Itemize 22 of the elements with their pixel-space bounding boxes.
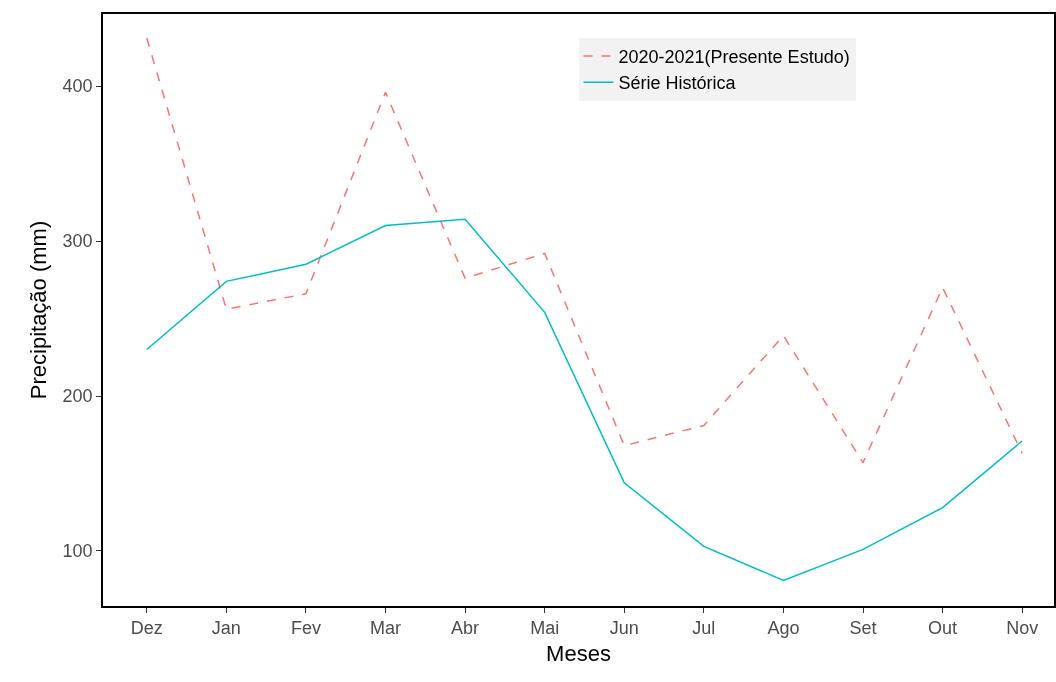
x-tick-label: Jan — [211, 618, 241, 639]
legend-label: Série Histórica — [618, 73, 737, 94]
x-tick-label: Jul — [692, 618, 716, 639]
x-tick-label: Ago — [767, 618, 800, 639]
x-tick-label: Jun — [609, 618, 639, 639]
x-tick-label: Nov — [1006, 618, 1039, 639]
x-tick-label: Set — [849, 618, 877, 639]
y-tick-label: 300 — [62, 231, 93, 252]
line-series — [146, 37, 1023, 464]
x-tick-label: Out — [928, 618, 958, 639]
x-axis-title: Meses — [546, 640, 611, 666]
y-tick-label: 400 — [62, 76, 93, 97]
line-series — [146, 218, 1023, 582]
x-tick-label: Dez — [130, 618, 163, 639]
legend-label: 2020-2021(Presente Estudo) — [618, 46, 850, 67]
x-tick-label: Mai — [530, 618, 560, 639]
y-axis-title: Precipitação (mm) — [25, 220, 51, 400]
y-tick-label: 200 — [62, 386, 93, 407]
x-tick-label: Fev — [290, 618, 321, 639]
x-tick-label: Abr — [451, 618, 480, 639]
y-tick-label: 100 — [62, 541, 93, 562]
x-tick-label: Mar — [370, 618, 402, 639]
